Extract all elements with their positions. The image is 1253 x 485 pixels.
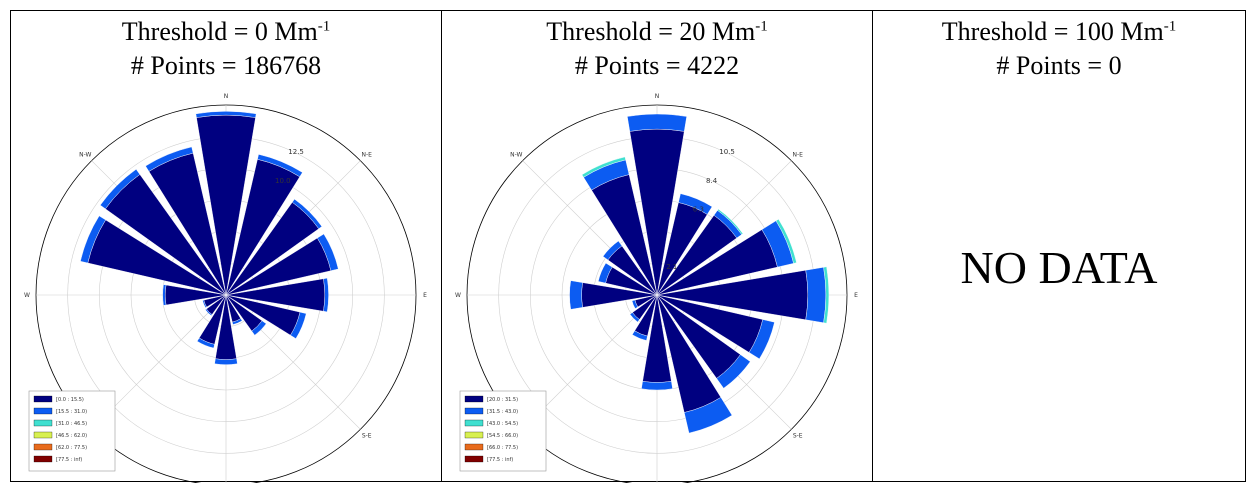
bar-NW-bin-1 (99, 168, 141, 210)
compass-label: E (423, 292, 427, 299)
bar-SSE-bin-1 (684, 397, 733, 434)
legend-label: [77.5 : inf) (487, 457, 513, 463)
bar-SSW-bin-1 (631, 330, 648, 341)
panel-title: Threshold = 20 Mm-1 # Points = 4222 (442, 15, 872, 83)
bar-NNW-bin-1 (145, 146, 194, 172)
bar-ESE-bin-1 (290, 311, 307, 339)
radial-tick-label: 2.1 (666, 263, 677, 271)
panel-title: Threshold = 0 Mm-1 # Points = 186768 (11, 15, 441, 83)
bar-ESE-bin-1 (748, 319, 775, 360)
bar-S-bin-1 (214, 358, 238, 365)
bar-W-bin-1 (162, 284, 167, 306)
legend-label: [66.0 : 77.5) (487, 445, 518, 451)
legend-box (28, 390, 116, 472)
figure-table: Threshold = 0 Mm-1 # Points = 186768 10.… (10, 10, 1246, 483)
bar-ENE-bin-2 (775, 218, 797, 264)
compass-label: E (854, 292, 858, 299)
compass-label: N-E (792, 151, 803, 158)
points-count: # Points = 0 (996, 51, 1122, 80)
compass-label: N-E (361, 151, 372, 158)
compass-label: N (224, 93, 229, 100)
radial-tick-label: 6.3 (693, 206, 704, 214)
legend-label: [62.0 : 77.5) (56, 445, 87, 451)
bar-E-bin-1 (323, 277, 329, 313)
radial-tick-label: 8.4 (706, 177, 718, 185)
bar-WSW-bin-1 (631, 299, 639, 309)
legend-swatch (33, 455, 53, 463)
bar-NE-bin-2 (717, 208, 744, 235)
bar-SW-bin-1 (205, 308, 213, 316)
legend-swatch (464, 443, 484, 451)
compass-label: N (655, 93, 660, 100)
bar-E-bin-2 (823, 266, 830, 324)
bar-ENE-bin-1 (317, 233, 339, 271)
legend-label: [31.5 : 43.0) (487, 409, 518, 415)
legend-label: [77.5 : inf) (56, 457, 82, 463)
legend-swatch (464, 431, 484, 439)
bar-SE-bin-1 (716, 354, 751, 389)
bar-NW-bin-1 (602, 240, 623, 261)
panel-threshold-20: Threshold = 20 Mm-1 # Points = 4222 2.1 6… (442, 11, 873, 483)
wind-rose-chart: 10.012.5NN-EES-ESS-WWN-W[0.0 : 15.5)[15.… (24, 93, 427, 483)
bar-NNW-bin-2 (581, 156, 626, 178)
bar-NNE-bin-1 (257, 154, 303, 178)
legend-swatch (464, 419, 484, 427)
bar-NE-bin-1 (292, 198, 323, 229)
compass-label: W (24, 292, 30, 299)
radial-tick-label: 10.0 (275, 177, 291, 185)
bar-NNE-bin-1 (678, 193, 713, 215)
legend-swatch (33, 431, 53, 439)
legend-swatch (33, 407, 53, 415)
bar-E-bin-1 (805, 267, 827, 323)
bar-S-bin-1 (641, 381, 673, 391)
legend-swatch (464, 395, 484, 403)
compass-label: N-W (510, 151, 522, 158)
legend-label: [54.5 : 66.0) (487, 433, 518, 439)
bar-WSW-bin-1 (202, 299, 207, 309)
bar-N-bin-1 (627, 113, 687, 132)
legend-label: [31.0 : 46.5) (56, 421, 87, 427)
legend-label: [0.0 : 15.5) (56, 397, 84, 403)
legend-swatch (33, 443, 53, 451)
no-data-message: NO DATA (960, 242, 1158, 293)
bar-SW-bin-1 (629, 312, 640, 323)
bar-WNW-bin-1 (80, 215, 106, 264)
compass-label: N-W (79, 151, 91, 158)
points-count: # Points = 4222 (574, 51, 740, 80)
compass-label: S-E (793, 433, 803, 440)
compass-label: W (455, 292, 461, 299)
legend-swatch (464, 407, 484, 415)
legend-label: [46.5 : 62.0) (56, 433, 87, 439)
legend-swatch (464, 455, 484, 463)
points-count: # Points = 186768 (130, 51, 322, 80)
bar-WNW-bin-1 (597, 262, 613, 284)
legend-label: [43.0 : 54.5) (487, 421, 518, 427)
panel-threshold-0: Threshold = 0 Mm-1 # Points = 186768 10.… (11, 11, 442, 483)
bar-SSE-bin-1 (232, 318, 243, 325)
bar-SSW-bin-1 (196, 337, 215, 349)
wind-rose-chart: 2.16.38.410.5NN-EES-ESS-WWN-W[20.0 : 31.… (455, 93, 858, 483)
legend-swatch (33, 395, 53, 403)
legend-label: [20.0 : 31.5) (487, 397, 518, 403)
panel-threshold-100: Threshold = 100 Mm-1 # Points = 0 NO DAT… (873, 11, 1245, 481)
legend-swatch (33, 419, 53, 427)
radial-tick-label: 12.5 (288, 148, 304, 156)
legend-label: [15.5 : 31.0) (56, 409, 87, 415)
compass-label: S-E (362, 433, 372, 440)
radial-tick-label: 10.5 (719, 148, 735, 156)
bar-SE-bin-1 (251, 320, 267, 336)
panel-title: Threshold = 100 Mm-1 # Points = 0 (873, 15, 1245, 83)
bar-N-bin-1 (195, 111, 257, 118)
bar-W-bin-1 (569, 280, 583, 310)
